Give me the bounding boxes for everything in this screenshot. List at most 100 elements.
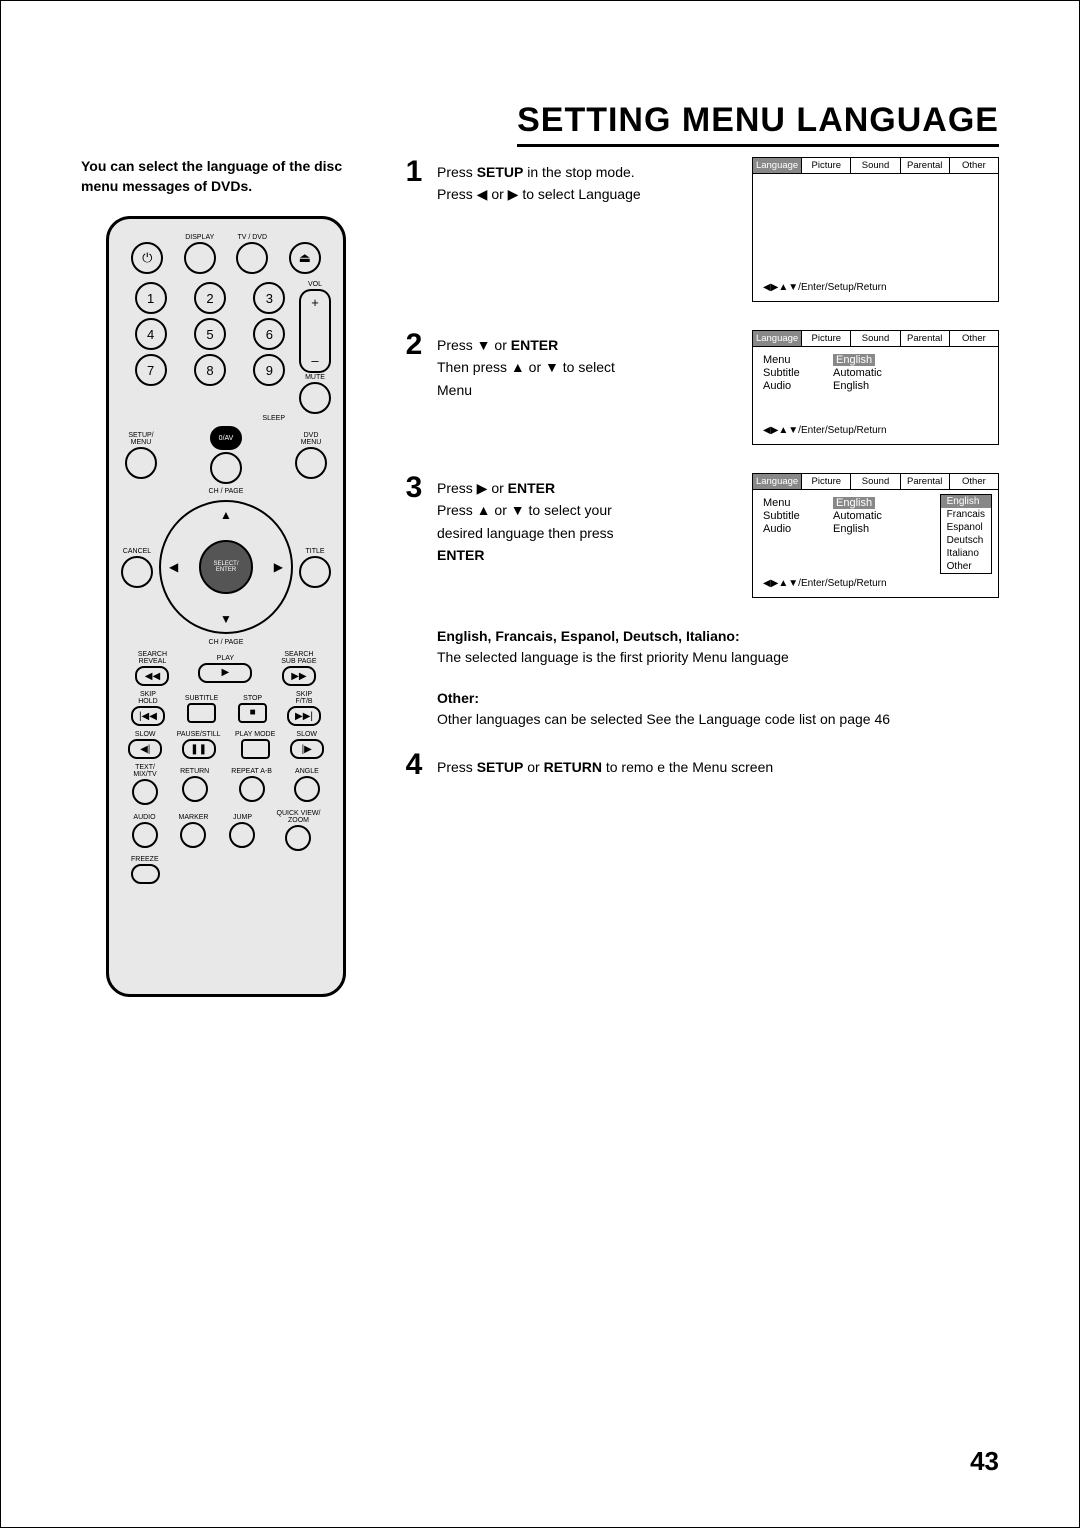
osd-tab-other: Other bbox=[950, 474, 998, 489]
osd-tab-picture: Picture bbox=[802, 158, 851, 173]
manual-page: SETTING MENU LANGUAGE You can select the… bbox=[0, 0, 1080, 1528]
nav-down-icon: ▼ bbox=[220, 612, 232, 626]
other-heading: Other: bbox=[437, 688, 999, 709]
subtitle-label: SUBTITLE bbox=[185, 695, 218, 702]
power-button: ⏻ bbox=[131, 242, 163, 274]
osd-row: SubtitleAutomatic bbox=[763, 367, 988, 379]
language-options-list: EnglishFrancaisEspanolDeutschItalianoOth… bbox=[940, 494, 992, 574]
step-3-number: 3 bbox=[401, 473, 427, 503]
setup-menu-button bbox=[125, 447, 157, 479]
nav-up-icon: ▲ bbox=[220, 508, 232, 522]
chpage-top-label: CH / PAGE bbox=[121, 488, 331, 495]
skip-fwd-button: ▶▶| bbox=[287, 706, 321, 726]
cancel-label: CANCEL bbox=[123, 548, 151, 555]
other-note: Other: Other languages can be selected S… bbox=[437, 688, 999, 730]
audio-button bbox=[132, 822, 158, 848]
quickview-button bbox=[285, 825, 311, 851]
digit-7-button: 7 bbox=[135, 354, 167, 386]
audio-label: AUDIO bbox=[133, 814, 155, 821]
rew-button: ◀◀ bbox=[135, 666, 169, 686]
dvdmenu-label: DVD MENU bbox=[301, 432, 322, 446]
dvd-menu-button bbox=[295, 447, 327, 479]
marker-button bbox=[180, 822, 206, 848]
title-wrap: SETTING MENU LANGUAGE bbox=[81, 101, 999, 147]
osd-footer: ◀▶▲▼/Enter/Setup/Return bbox=[753, 276, 998, 301]
repeat-label: REPEAT A-B bbox=[231, 768, 272, 775]
language-option: English bbox=[941, 495, 991, 508]
osd-tab-picture: Picture bbox=[802, 474, 851, 489]
languages-heading: English, Francais, Espanol, Deutsch, Ita… bbox=[437, 626, 999, 647]
nav-right-icon: ▶ bbox=[274, 560, 283, 574]
step-4: 4 Press SETUP or RETURN to remo e the Me… bbox=[401, 750, 999, 780]
nav-ring: ▲ ▼ ◀ ▶ SELECT/ ENTER bbox=[159, 500, 293, 634]
subtitle-button bbox=[187, 703, 216, 723]
osd-tab-language: Language bbox=[753, 474, 802, 489]
pausestill-label: PAUSE/STILL bbox=[177, 731, 221, 738]
step-1-text: Press SETUP in the stop mode. Press ◀ or… bbox=[437, 157, 647, 206]
digit-3-button: 3 bbox=[253, 282, 285, 314]
freeze-label: FREEZE bbox=[131, 856, 159, 863]
stop-label: STOP bbox=[243, 695, 262, 702]
search-reveal-label: SEARCH REVEAL bbox=[138, 651, 167, 665]
tvdvd-button bbox=[236, 242, 268, 274]
pause-button: ❚❚ bbox=[182, 739, 216, 759]
freeze-button bbox=[131, 864, 160, 884]
jump-button bbox=[229, 822, 255, 848]
language-option: Italiano bbox=[941, 547, 991, 560]
textmix-label: TEXT/ MIX/TV bbox=[133, 764, 156, 778]
osd-tab-other: Other bbox=[950, 331, 998, 346]
language-option: Espanol bbox=[941, 521, 991, 534]
title-label: TITLE bbox=[305, 548, 324, 555]
search-subpage-label: SEARCH SUB PAGE bbox=[281, 651, 316, 665]
osd-tab-parental: Parental bbox=[901, 474, 950, 489]
play-button: ▶ bbox=[198, 663, 252, 683]
stop-button: ■ bbox=[238, 703, 267, 723]
osd-tab-sound: Sound bbox=[851, 474, 900, 489]
remote-control: ⏻ DISPLAY TV / DVD ⏏ 1 2 3 4 bbox=[106, 216, 346, 997]
tvdvd-label: TV / DVD bbox=[237, 234, 267, 241]
quickview-label: QUICK VIEW/ ZOOM bbox=[277, 810, 321, 824]
playmode-label: PLAY MODE bbox=[235, 731, 275, 738]
sleep-button bbox=[210, 452, 242, 484]
osd-screen-2: LanguagePictureSoundParentalOther MenuEn… bbox=[752, 330, 999, 445]
step-1: 1 Press SETUP in the stop mode. Press ◀ … bbox=[401, 157, 999, 302]
digit-1-button: 1 bbox=[135, 282, 167, 314]
skipftb-label: SKIP F/T/B bbox=[295, 691, 312, 705]
angle-label: ANGLE bbox=[295, 768, 319, 775]
jump-label: JUMP bbox=[233, 814, 252, 821]
digit-6-button: 6 bbox=[253, 318, 285, 350]
language-option: Other bbox=[941, 560, 991, 573]
angle-button bbox=[294, 776, 320, 802]
skip-back-button: |◀◀ bbox=[131, 706, 165, 726]
digit-4-button: 4 bbox=[135, 318, 167, 350]
step-4-number: 4 bbox=[401, 750, 427, 780]
skiphold-label: SKIP HOLD bbox=[138, 691, 157, 705]
step-3: 3 Press ▶ or ENTER Press ▲ or ▼ to selec… bbox=[401, 473, 999, 598]
setupmenu-label: SETUP/ MENU bbox=[128, 432, 153, 446]
osd-tab-parental: Parental bbox=[901, 331, 950, 346]
other-text: Other languages can be selected See the … bbox=[437, 709, 999, 730]
sleep-label: SLEEP bbox=[121, 415, 285, 422]
language-note: English, Francais, Espanol, Deutsch, Ita… bbox=[437, 626, 999, 668]
slow-right-label: SLOW bbox=[296, 731, 317, 738]
chpage-bot-label: CH / PAGE bbox=[121, 639, 331, 646]
display-label: DISPLAY bbox=[185, 234, 214, 241]
step-1-number: 1 bbox=[401, 157, 427, 187]
eject-button: ⏏ bbox=[289, 242, 321, 274]
return-label: RETURN bbox=[180, 768, 209, 775]
title-button bbox=[299, 556, 331, 588]
return-button bbox=[182, 776, 208, 802]
vol-up-button: + bbox=[299, 289, 331, 313]
osd-screen-3: LanguagePictureSoundParentalOther MenuEn… bbox=[752, 473, 999, 598]
osd-tab-sound: Sound bbox=[851, 331, 900, 346]
vol-dn-button: – bbox=[299, 349, 331, 373]
nav-left-icon: ◀ bbox=[169, 560, 178, 574]
step-2-number: 2 bbox=[401, 330, 427, 360]
osd-tab-parental: Parental bbox=[901, 158, 950, 173]
osd-tab-language: Language bbox=[753, 158, 802, 173]
playmode-button bbox=[241, 739, 270, 759]
step-3-text: Press ▶ or ENTER Press ▲ or ▼ to select … bbox=[437, 473, 647, 567]
slow-left-label: SLOW bbox=[135, 731, 156, 738]
right-column: 1 Press SETUP in the stop mode. Press ◀ … bbox=[401, 157, 999, 997]
left-column: You can select the language of the disc … bbox=[81, 157, 371, 997]
